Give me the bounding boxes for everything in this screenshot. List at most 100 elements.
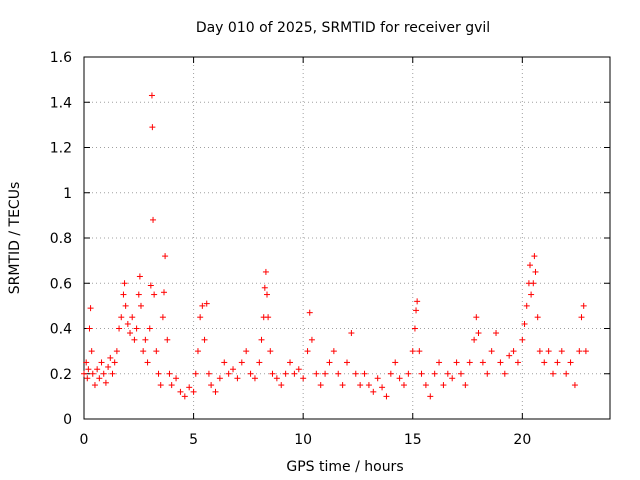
data-point [411,325,418,332]
data-point [136,273,143,280]
data-point [440,382,447,389]
data-point [199,302,206,309]
data-point [264,291,271,298]
data-point [83,359,90,366]
data-point [563,370,570,377]
data-point [409,348,416,355]
data-point [81,370,87,377]
data-point [216,375,223,382]
data-point [243,348,250,355]
data-point [87,305,94,312]
data-point [230,366,237,373]
data-point [550,370,557,377]
data-point [523,302,530,309]
data-point [431,370,438,377]
data-point [100,370,107,377]
x-tick-label: 15 [404,432,422,448]
data-point [267,348,274,355]
data-point [571,382,578,389]
data-point [148,92,155,99]
data-point [532,268,539,275]
data-point [545,348,552,355]
data-point [580,302,587,309]
data-point [531,253,538,260]
data-point [308,336,315,343]
data-point [168,382,175,389]
data-point [124,320,131,327]
data-point [488,348,495,355]
y-axis-label: SRMTID / TECUs [7,182,23,295]
data-point [149,124,156,131]
data-point [506,352,513,359]
data-point [102,379,109,386]
data-point [379,384,386,391]
data-point [113,348,120,355]
data-point [396,375,403,382]
data-point [530,280,537,287]
data-point [265,314,272,321]
x-tick-label: 5 [189,432,198,448]
data-point [122,302,129,309]
data-point [519,336,526,343]
data-point [457,370,464,377]
axis-ticks [83,56,610,420]
data-point [339,382,346,389]
data-point [133,325,140,332]
data-point [436,359,443,366]
data-point [96,375,103,382]
data-point [109,370,116,377]
data-point [121,280,128,287]
data-point [416,348,423,355]
data-point [151,291,158,298]
data-point [173,375,180,382]
data-point [444,370,451,377]
y-tick-label: 0.8 [50,231,72,247]
y-tick-label: 1.2 [50,141,72,157]
data-point [558,348,565,355]
y-tick-label: 0 [63,412,72,428]
data-point [453,359,460,366]
data-point [582,348,589,355]
data-point [501,370,508,377]
data-point [144,359,151,366]
data-point [127,330,134,337]
data-point [348,330,355,337]
data-point [91,382,98,389]
data-point [164,336,171,343]
data-point [120,291,127,298]
y-tick-label: 1.6 [50,50,72,66]
data-point [493,330,500,337]
data-point [497,359,504,366]
data-point [181,393,188,400]
data-point [352,370,359,377]
data-point [221,359,228,366]
data-point [326,359,333,366]
y-tick-label: 0.6 [50,276,72,292]
data-point [159,314,166,321]
data-point [295,366,302,373]
data-point [405,370,412,377]
data-point [576,348,583,355]
data-point [135,291,142,298]
data-point [105,363,112,370]
data-point [365,382,372,389]
y-tick-label: 1.4 [50,95,72,111]
data-point [475,330,482,337]
data-point [427,393,434,400]
data-point [541,359,548,366]
data-point [322,370,329,377]
data-point [473,314,480,321]
data-point [261,284,268,291]
data-point [400,382,407,389]
data-point [129,314,136,321]
data-point [190,388,197,395]
data-point [521,320,528,327]
data-point [262,268,269,275]
data-point [137,302,144,309]
data-point [86,325,93,332]
data-point [536,348,543,355]
data-point [269,370,276,377]
data-point [387,370,394,377]
data-point [383,393,390,400]
data-point [418,370,425,377]
